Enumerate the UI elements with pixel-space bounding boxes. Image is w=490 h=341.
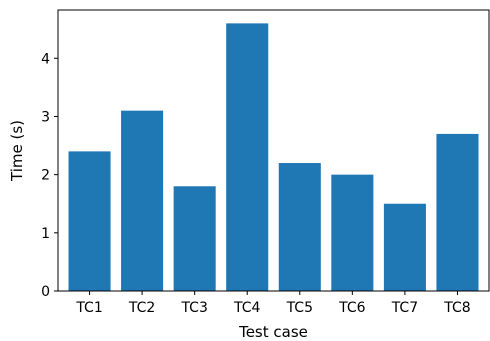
x-tick-label: TC8 [443,300,470,316]
x-tick-label: TC4 [233,300,261,316]
y-tick-label: 1 [41,226,50,242]
bar-tc6 [331,174,374,291]
bar-tc2 [121,110,164,291]
y-tick-label: 0 [41,284,50,300]
bar-tc3 [173,186,216,291]
x-axis: TC1 TC2 TC3 TC4 TC5 TC6 TC7 TC8 [75,291,471,316]
y-tick-label: 4 [41,51,50,67]
x-tick-label: TC1 [75,300,102,316]
y-tick-label: 2 [41,168,50,184]
x-tick-label: TC2 [128,300,155,316]
bar-tc7 [383,203,426,291]
plot-frame [57,9,490,292]
x-axis-label: Test case [238,323,308,341]
x-tick-label: TC6 [338,300,366,316]
x-tick-label: TC7 [391,300,418,316]
y-tick-label: 3 [41,109,50,125]
bar-tc5 [278,163,321,291]
y-axis-label: Time (s) [8,120,26,182]
x-tick-label: TC3 [180,300,207,316]
x-tick-label: TC5 [286,300,313,316]
bar-tc4 [226,23,269,292]
y-axis: 0 1 2 3 4 [41,51,58,300]
bar-tc8 [436,133,479,291]
bars-group [68,23,479,292]
bar-tc1 [68,151,111,291]
